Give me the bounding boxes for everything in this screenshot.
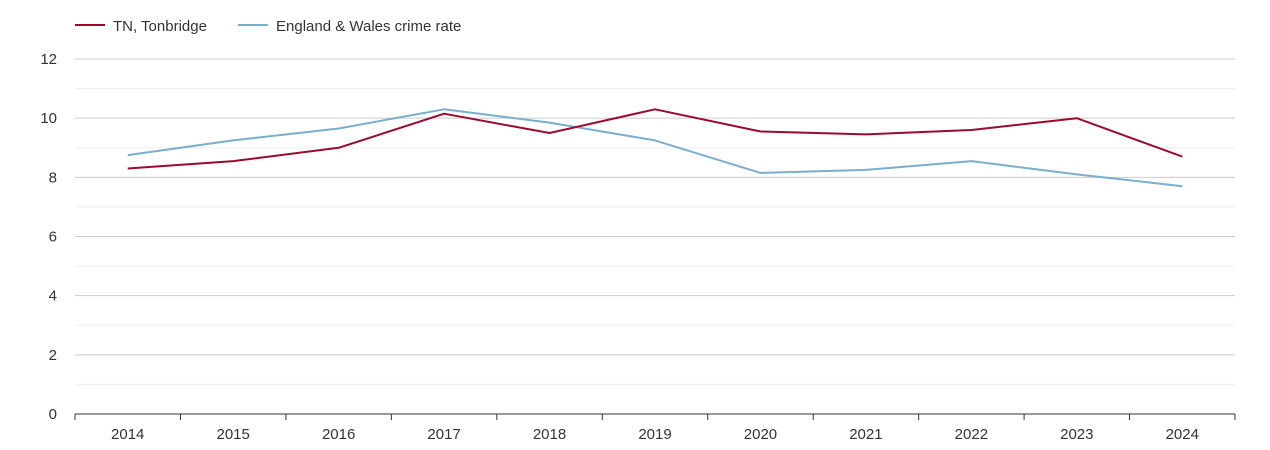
series-line-england-wales xyxy=(127,108,1183,188)
gridlines xyxy=(75,58,1235,385)
y-axis: 0 2 4 6 8 10 12 xyxy=(40,51,57,423)
y-tick-label: 10 xyxy=(40,110,57,127)
y-tick-label: 4 xyxy=(49,288,57,305)
legend-label-tonbridge: TN, Tonbridge xyxy=(113,18,207,35)
series-lines xyxy=(127,108,1183,188)
y-tick-label: 0 xyxy=(49,406,57,423)
x-tick-label: 2022 xyxy=(955,426,988,443)
y-tick-label: 6 xyxy=(49,229,57,246)
x-tick-label: 2018 xyxy=(533,426,566,443)
y-tick-label: 8 xyxy=(49,169,57,186)
x-tick-label: 2020 xyxy=(744,426,777,443)
y-tick-label: 12 xyxy=(40,51,57,68)
x-tick-label: 2016 xyxy=(322,426,355,443)
legend-label-england-wales: England & Wales crime rate xyxy=(276,18,461,35)
x-tick-label: 2017 xyxy=(427,426,460,443)
x-axis: 2014 2015 2016 2017 2018 2019 2020 2021 2022 2023… xyxy=(74,413,1236,443)
x-tick-label: 2021 xyxy=(849,426,882,443)
y-tick-label: 2 xyxy=(49,347,57,364)
x-tick-label: 2014 xyxy=(111,426,144,443)
x-tick-label: 2023 xyxy=(1060,426,1093,443)
series-line-tonbridge xyxy=(127,108,1183,170)
x-tick-label: 2015 xyxy=(216,426,249,443)
x-tick-label: 2019 xyxy=(638,426,671,443)
legend: TN, Tonbridge England & Wales crime rate xyxy=(75,18,461,35)
x-tick-label: 2024 xyxy=(1166,426,1199,443)
